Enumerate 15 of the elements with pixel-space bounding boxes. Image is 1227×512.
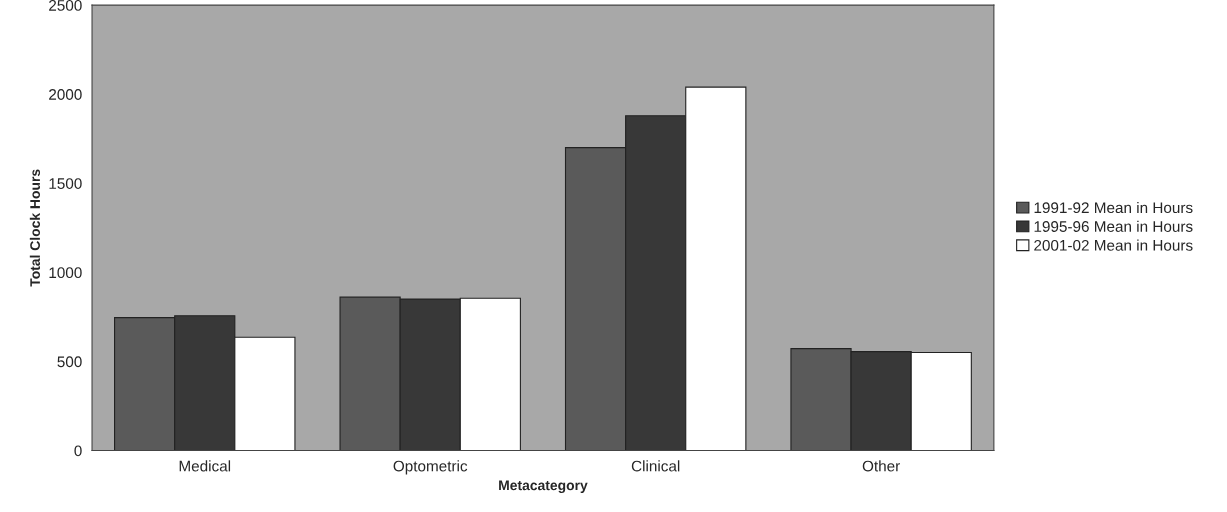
y-tick-label: 1000 [49,267,82,279]
y-axis-title: Total Clock Hours [29,169,41,287]
legend-label: 2001-02 Mean in Hours [1034,239,1193,251]
x-tick-label: Other [862,460,900,472]
y-tick-label: 0 [74,445,82,457]
y-tick-label: 500 [57,356,82,368]
x-tick-label: Optometric [393,460,468,475]
y-tick-label: 1500 [49,178,82,189]
x-tick-label: Clinical [631,460,680,472]
x-axis-title: Metacategory [499,480,588,494]
legend-label: 1991-92 Mean in Hours [1034,201,1193,214]
y-tick-label: 2000 [49,89,82,100]
x-tick-label: Medical [179,460,231,472]
legend-label: 1995-96 Mean in Hours [1034,220,1193,232]
y-tick-label: 2500 [49,0,82,11]
